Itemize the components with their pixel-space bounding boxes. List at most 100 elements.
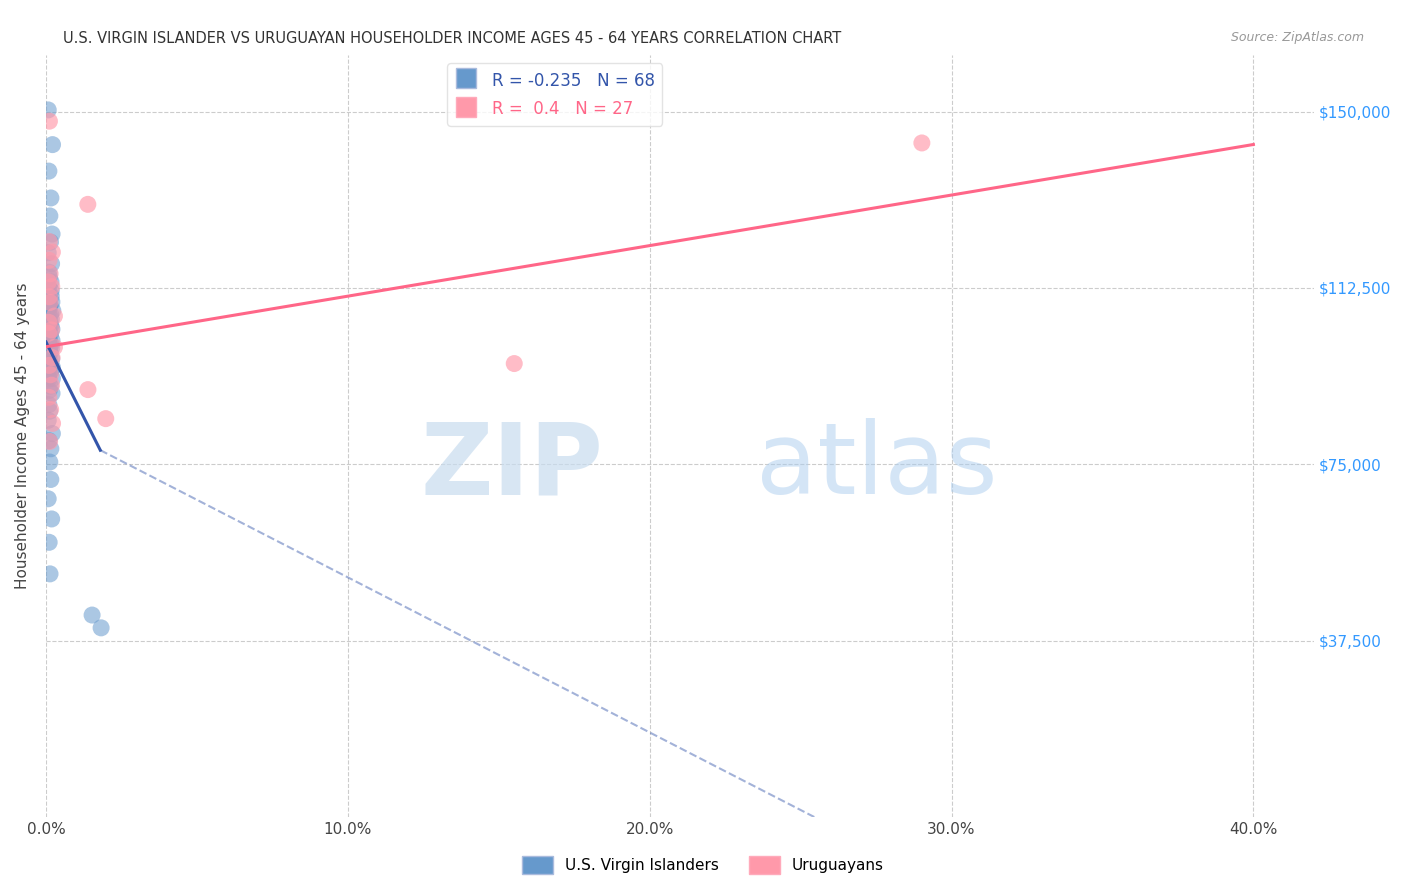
Point xyxy=(90,621,112,635)
Point xyxy=(38,298,60,312)
Point xyxy=(41,312,63,326)
Point xyxy=(41,386,63,401)
Point xyxy=(911,136,934,150)
Point xyxy=(37,413,59,427)
Point xyxy=(38,398,60,412)
Point xyxy=(38,114,60,128)
Legend: R = -0.235   N = 68, R =  0.4   N = 27: R = -0.235 N = 68, R = 0.4 N = 27 xyxy=(447,63,662,126)
Point xyxy=(39,307,62,321)
Point xyxy=(37,491,59,506)
Point xyxy=(77,383,100,397)
Point xyxy=(38,434,60,449)
Point xyxy=(39,337,62,351)
Point xyxy=(38,315,60,329)
Point xyxy=(41,322,63,336)
Point xyxy=(39,289,62,303)
Point xyxy=(39,363,62,377)
Point xyxy=(38,339,60,353)
Point xyxy=(39,358,62,372)
Point xyxy=(38,290,60,304)
Point xyxy=(39,295,62,310)
Point xyxy=(41,294,63,309)
Point xyxy=(38,209,60,223)
Point xyxy=(39,379,62,393)
Point xyxy=(38,384,60,398)
Point xyxy=(38,535,60,549)
Point xyxy=(41,351,63,365)
Point xyxy=(38,390,60,404)
Point xyxy=(41,417,63,431)
Text: Source: ZipAtlas.com: Source: ZipAtlas.com xyxy=(1230,31,1364,45)
Point xyxy=(37,103,59,117)
Point xyxy=(38,297,60,311)
Point xyxy=(41,371,63,385)
Point xyxy=(38,332,60,346)
Point xyxy=(41,378,63,392)
Point xyxy=(38,359,60,373)
Point xyxy=(41,426,63,441)
Point xyxy=(39,327,62,342)
Point xyxy=(41,279,63,293)
Point xyxy=(94,411,117,425)
Point xyxy=(38,235,60,249)
Point xyxy=(38,318,60,332)
Point xyxy=(38,343,60,357)
Point xyxy=(41,323,63,337)
Point xyxy=(41,257,63,271)
Point xyxy=(38,288,60,302)
Point xyxy=(39,566,62,581)
Point xyxy=(39,368,62,382)
Point xyxy=(39,191,62,205)
Point xyxy=(503,357,526,371)
Point xyxy=(39,267,62,281)
Y-axis label: Householder Income Ages 45 - 64 years: Householder Income Ages 45 - 64 years xyxy=(15,283,30,590)
Point xyxy=(38,434,60,448)
Point xyxy=(39,284,62,298)
Point xyxy=(41,341,63,355)
Point xyxy=(37,291,59,305)
Point xyxy=(38,351,60,366)
Point xyxy=(38,300,60,314)
Point xyxy=(39,345,62,359)
Point xyxy=(41,351,63,366)
Point xyxy=(41,245,63,260)
Point xyxy=(38,334,60,348)
Point xyxy=(41,334,63,348)
Point xyxy=(41,360,63,375)
Point xyxy=(39,318,62,333)
Point xyxy=(80,608,103,623)
Point xyxy=(37,275,59,289)
Point xyxy=(41,512,63,526)
Point xyxy=(38,455,60,469)
Point xyxy=(44,309,66,323)
Point xyxy=(39,473,62,487)
Point xyxy=(39,275,62,289)
Point xyxy=(38,354,60,368)
Point xyxy=(42,303,65,318)
Point xyxy=(39,402,62,417)
Point xyxy=(38,361,60,376)
Point xyxy=(37,245,59,260)
Point xyxy=(38,372,60,386)
Point xyxy=(41,137,63,152)
Text: ZIP: ZIP xyxy=(420,418,603,515)
Legend: U.S. Virgin Islanders, Uruguayans: U.S. Virgin Islanders, Uruguayans xyxy=(516,850,890,880)
Point xyxy=(39,235,62,249)
Point xyxy=(44,340,66,354)
Point xyxy=(38,280,60,294)
Text: atlas: atlas xyxy=(756,418,998,515)
Point xyxy=(37,305,59,319)
Point xyxy=(38,359,60,373)
Point xyxy=(38,270,60,285)
Point xyxy=(39,442,62,456)
Point xyxy=(76,197,98,211)
Point xyxy=(41,227,63,241)
Point xyxy=(38,164,60,178)
Point xyxy=(38,404,60,418)
Text: U.S. VIRGIN ISLANDER VS URUGUAYAN HOUSEHOLDER INCOME AGES 45 - 64 YEARS CORRELAT: U.S. VIRGIN ISLANDER VS URUGUAYAN HOUSEH… xyxy=(63,31,842,46)
Point xyxy=(38,265,60,279)
Point xyxy=(37,369,59,384)
Point xyxy=(38,313,60,327)
Point xyxy=(37,327,59,342)
Point xyxy=(38,319,60,334)
